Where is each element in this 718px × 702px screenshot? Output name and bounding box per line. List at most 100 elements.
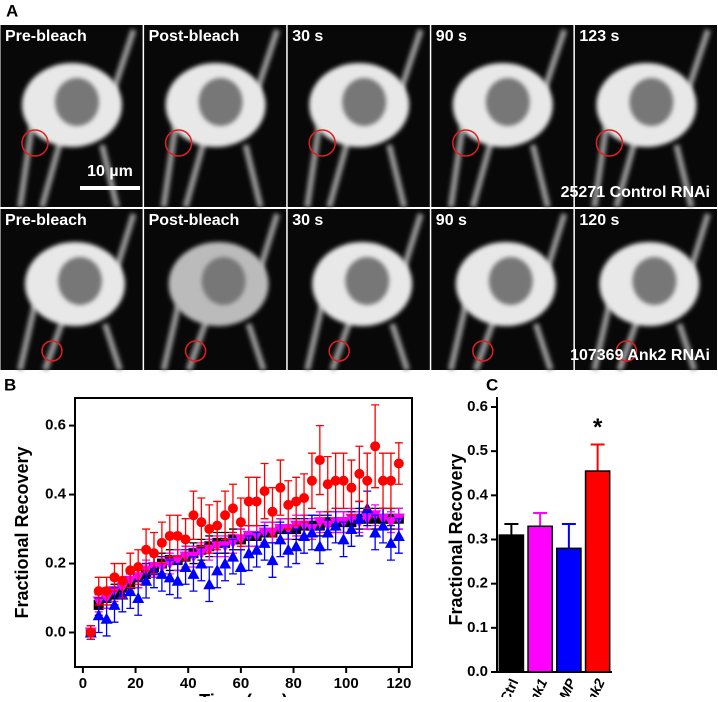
frame-label: Pre-bleach [5,28,87,45]
data-point [329,519,342,531]
bar [584,470,611,673]
x-tick-label: 0 [79,675,87,692]
data-point [109,572,120,583]
data-point [313,540,326,552]
y-axis-label: Fractional Recovery [12,446,32,618]
nucleus [488,257,533,305]
bleach-roi [595,129,624,157]
error-bar [504,523,519,536]
data-point [211,564,224,576]
data-point [155,567,168,579]
y-tick-label: 0.0 [467,663,488,680]
nucleus [632,257,677,305]
dendrite [160,29,281,208]
y-axis-label: Fractional Recovery [446,453,466,625]
data-point [275,482,286,493]
data-point [370,441,381,452]
scale-bar-label: 10 µm [87,163,133,180]
data-point [385,475,396,486]
y-tick-label: 0.4 [467,486,489,503]
micrograph-frame [431,25,574,208]
y-tick-label: 0.2 [467,575,488,592]
bleach-roi [308,129,336,157]
data-point [235,517,246,528]
data-point [243,496,254,507]
frame-label: 90 s [436,212,467,229]
y-tick-label: 0.6 [467,398,488,415]
data-point [140,574,153,586]
data-point [314,455,325,466]
y-tick-label: 0.2 [45,555,66,572]
data-point [305,526,318,538]
dendrite [447,29,568,208]
data-point [299,493,310,504]
data-point [345,523,358,535]
bar [498,534,525,673]
significance-marker: * [593,414,603,441]
x-axis-label: Time (sec) [199,691,288,697]
bleach-roi [328,340,350,362]
dendrite [304,29,424,208]
data-point [377,519,390,531]
micrograph-frame [287,25,430,208]
data-point [392,529,405,541]
data-point [100,612,113,624]
data-point [164,530,175,541]
data-point [195,557,208,569]
panel-label: C [486,375,498,394]
data-point [180,534,191,545]
data-point [369,526,382,538]
data-point [393,458,404,469]
data-point [108,598,121,610]
nucleus [201,257,246,305]
data-point [132,592,145,604]
y-tick-label: 0.3 [467,530,488,547]
bar [527,525,553,673]
nucleus [345,257,390,305]
data-point [219,557,232,569]
data-point [156,537,167,548]
data-point [101,586,112,597]
data-point [321,526,334,538]
error-bar [561,523,576,549]
x-tick-label: CRMP [547,675,579,697]
bleach-roi [615,340,638,362]
data-point [267,506,278,517]
nucleus [58,257,102,305]
nucleus [629,78,674,126]
data-point [188,510,199,521]
nucleus [342,78,387,126]
x-tick-label: 20 [127,675,144,692]
frame-label: 30 s [292,212,323,229]
micrograph-frame [144,209,287,372]
data-point [141,544,152,555]
y-tick-label: 0.0 [45,623,66,640]
data-point [282,543,295,555]
data-point [179,560,192,572]
data-point [251,496,262,507]
bar [556,547,582,673]
nucleus [485,78,530,126]
data-point [220,510,231,521]
data-point [196,517,207,528]
data-point [171,574,184,586]
condition-label: 25271 Control RNAi [561,184,710,201]
data-point [125,565,136,576]
data-point [330,475,341,486]
micrograph-frame [0,25,143,208]
x-tick-label: Ank1 [521,676,550,697]
data-point [258,536,271,548]
x-tick-label: 100 [334,675,359,692]
data-point [298,529,311,541]
nucleus [55,78,99,126]
bleach-roi [41,340,63,362]
micrograph-frame [574,25,717,208]
x-tick-label: 60 [233,675,250,692]
data-point [93,586,104,597]
y-tick-label: 0.6 [45,417,66,434]
data-point [187,567,200,579]
data-point [204,524,215,535]
frame-label: 90 s [436,28,467,45]
data-point [306,475,317,486]
